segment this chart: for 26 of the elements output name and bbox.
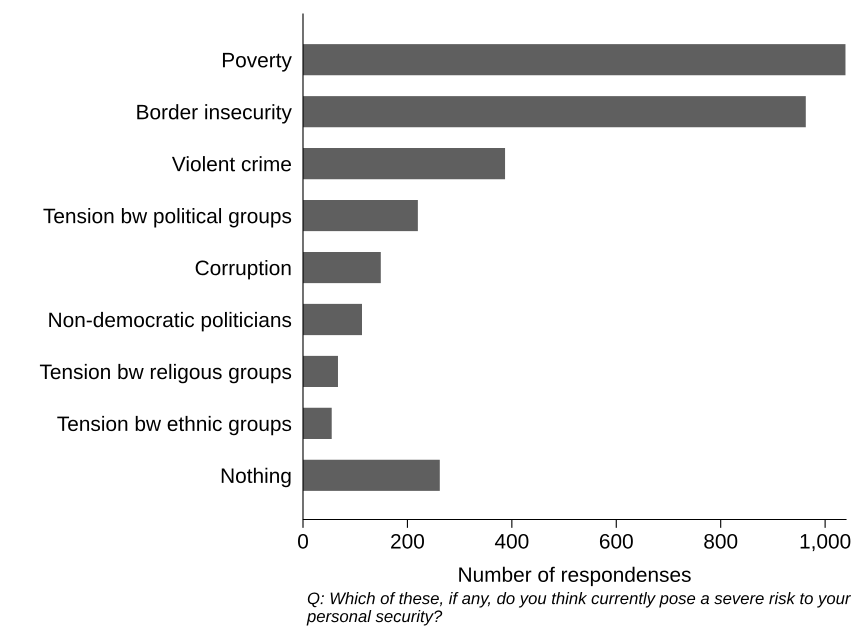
y-tick-label: Tension bw ethnic groups xyxy=(57,416,292,436)
bar xyxy=(303,96,806,128)
x-axis-title: Number of respondenses xyxy=(459,566,691,586)
x-tick-label: 800 xyxy=(704,534,738,549)
y-tick-label: Corruption xyxy=(196,260,291,280)
x-tick-label: 200 xyxy=(391,534,424,549)
y-tick-label: Border insecurity xyxy=(137,104,292,124)
bar xyxy=(303,200,418,232)
bar xyxy=(303,252,381,284)
y-tick-label: Nothing xyxy=(222,468,291,488)
bar xyxy=(303,460,440,491)
bar xyxy=(303,304,362,336)
y-tick-label: Violent crime xyxy=(172,156,291,172)
y-tick-label: Tension bw religous groups xyxy=(40,364,292,384)
bar xyxy=(303,44,846,76)
text: Q: Which of these, if any, do you think currently pose a severe risk to your personal security? xyxy=(306,592,852,626)
y-tick-label: Tension bw political groups xyxy=(43,208,292,228)
x-tick-label: 400 xyxy=(494,534,528,549)
x-tick-label: 0 xyxy=(298,534,308,549)
bar xyxy=(303,408,332,439)
x-tick-label: 1,000 xyxy=(800,534,850,552)
bar xyxy=(303,148,506,180)
y-tick-label: Non-democratic politicians xyxy=(49,312,292,332)
x-tick-label: 600 xyxy=(600,534,633,549)
bar xyxy=(303,356,338,388)
y-tick-label: Poverty xyxy=(222,52,292,72)
